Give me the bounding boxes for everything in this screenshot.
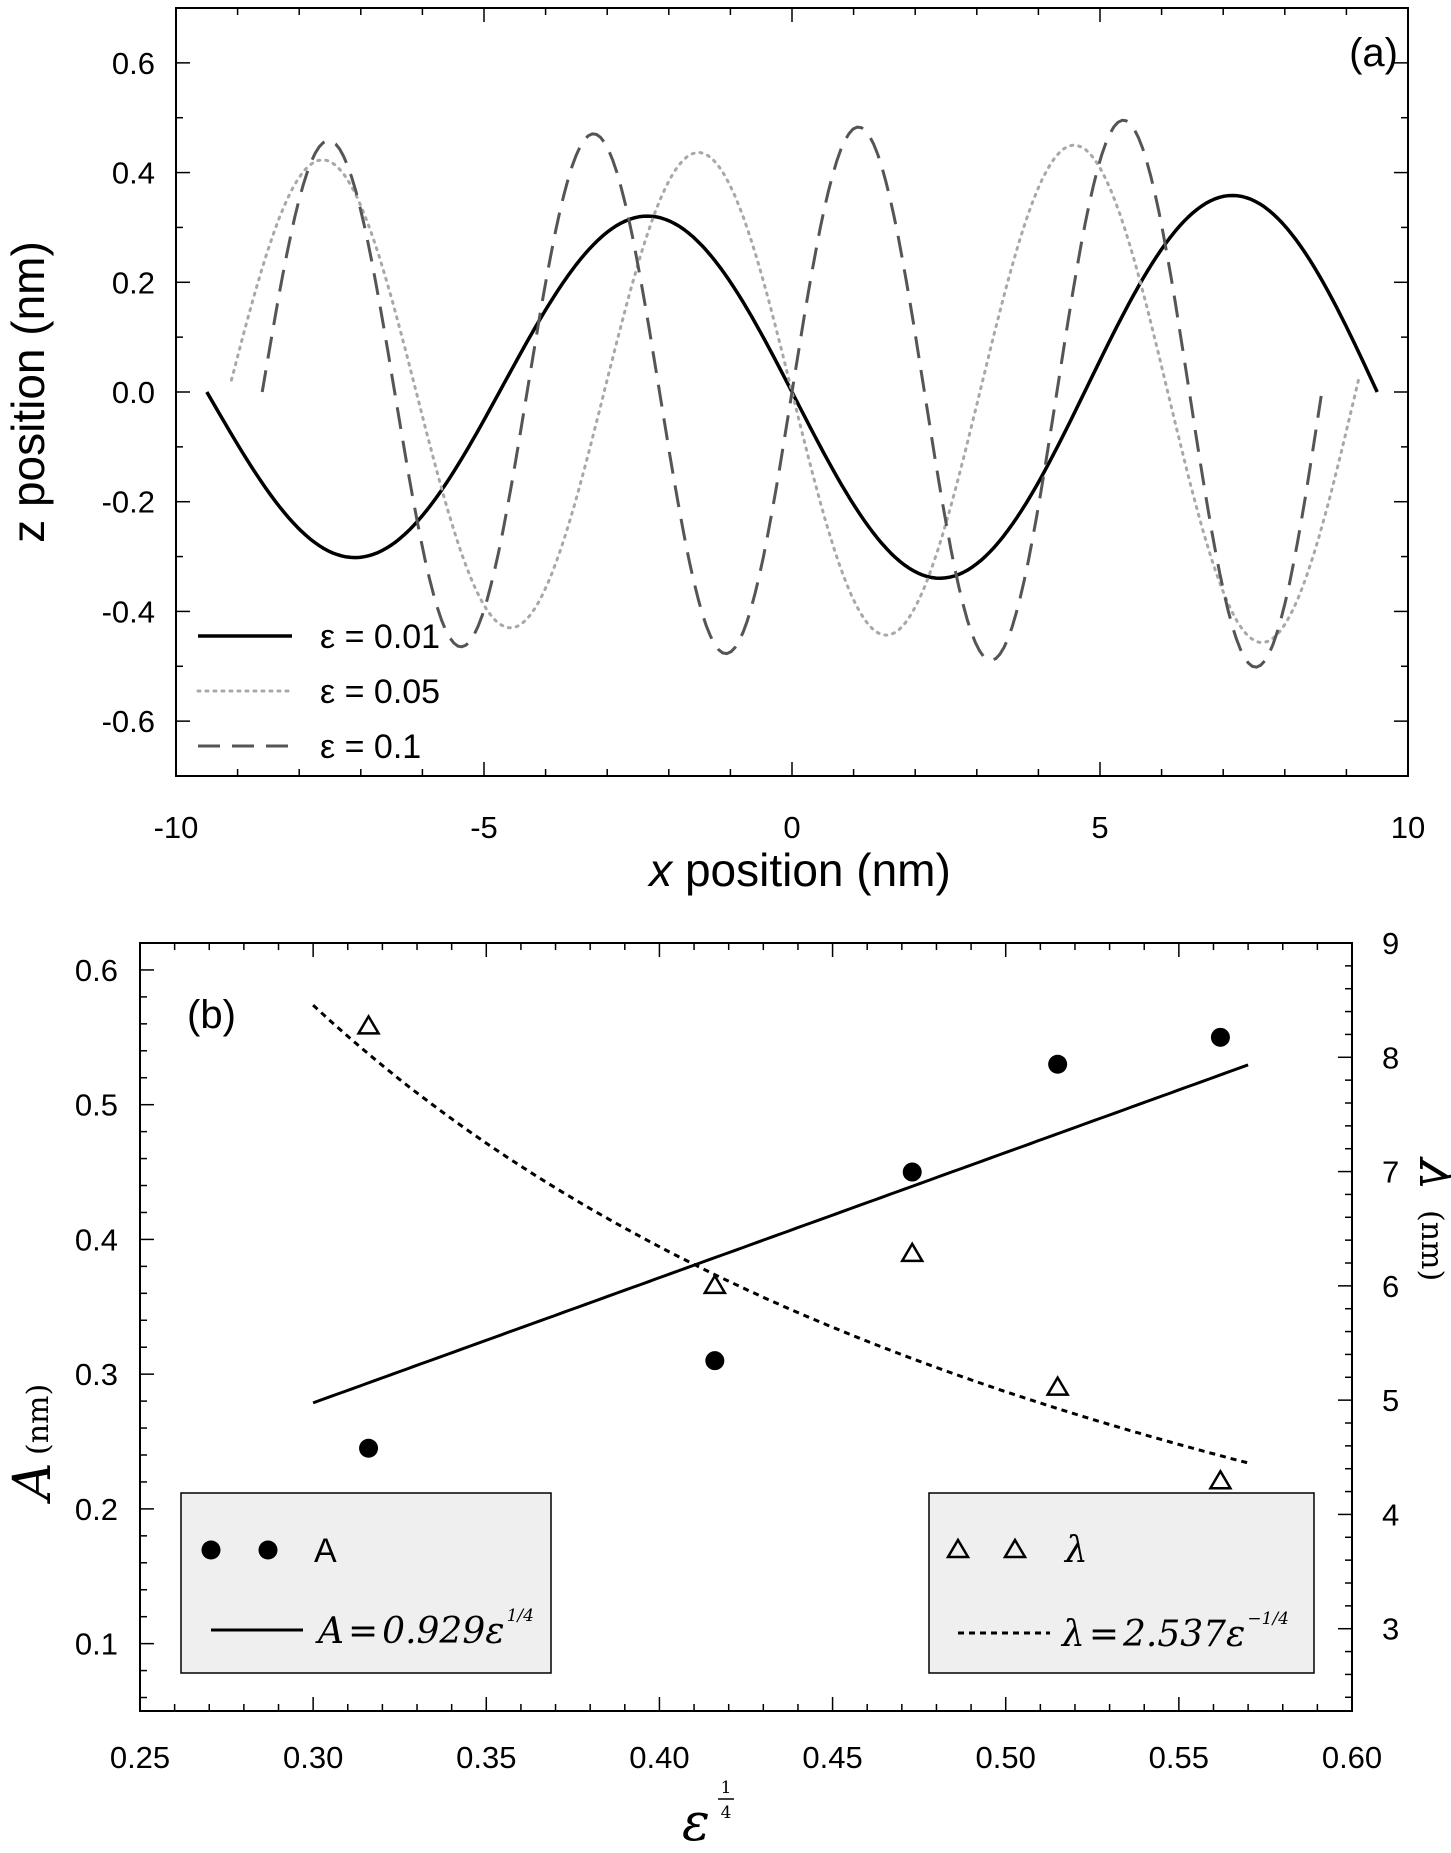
y-right-variable: λ — [1407, 1156, 1451, 1191]
b-y-right-tick-label: 5 — [1382, 1383, 1399, 1418]
b-x-tick-label: 0.55 — [1149, 1740, 1209, 1775]
b-y-right-tick-label: 6 — [1382, 1269, 1399, 1304]
point-lambda — [356, 1013, 381, 1035]
point-a — [359, 1438, 379, 1458]
a-x-tick-label: -10 — [154, 810, 199, 845]
y-right-unit: (nm) — [1414, 1210, 1449, 1281]
fit-line-lambda — [312, 1003, 1249, 1465]
point-lambda — [900, 1241, 925, 1263]
panel-b-legend-left: A A = 0.929ε 1/4 — [180, 1492, 552, 1674]
panel-a-x-axis-title: x position (nm) — [647, 844, 951, 896]
b-y-right-tick-label: 3 — [1382, 1612, 1399, 1647]
a-x-tick-label: 5 — [1091, 810, 1108, 845]
b-y-right-tick-label: 8 — [1382, 1040, 1399, 1075]
a-fit-rhs: 0.929ε — [382, 1611, 504, 1652]
point-a — [705, 1351, 725, 1371]
legend-marker-circle-2 — [258, 1540, 278, 1560]
panel-a-curves — [205, 118, 1379, 669]
x-axis-variable: x — [647, 844, 674, 896]
point-a — [902, 1162, 922, 1182]
legend-label-a: A — [314, 1532, 337, 1570]
b-x-tick-label: 0.45 — [802, 1740, 862, 1775]
panel-a-ticks — [175, 7, 1409, 777]
b-x-tick-label: 0.60 — [1322, 1740, 1382, 1775]
lambda-fit-rhs: 2.537ε — [1122, 1614, 1245, 1655]
b-x-tick-label: 0.30 — [283, 1740, 343, 1775]
svg-text:1: 1 — [721, 1778, 732, 1798]
b-y-left-tick-label: 0.3 — [75, 1357, 118, 1392]
point-a — [1210, 1027, 1230, 1047]
a-y-tick-label: 0.2 — [112, 265, 155, 300]
lambda-fit-lhs: λ — [1060, 1614, 1085, 1655]
panel-b-curves — [312, 1003, 1249, 1465]
panel-a-legend: ε = 0.01 ε = 0.05 ε = 0.1 — [196, 618, 440, 766]
legend-marker-circle-1 — [201, 1540, 221, 1560]
legend-label-lambda-fit: λ = 2.537ε −1/4 — [1060, 1609, 1289, 1655]
b-y-left-tick-label: 0.6 — [75, 953, 118, 988]
panel-a-label: (a) — [1349, 31, 1398, 75]
panel-b-ticks — [139, 942, 1353, 1711]
a-x-tick-label: 10 — [1391, 810, 1425, 845]
b-y-left-tick-label: 0.4 — [75, 1222, 118, 1257]
legend-label-eps-01: ε = 0.1 — [320, 728, 421, 766]
panel-b-x-axis-title: ε 1 4 — [682, 1778, 734, 1853]
b-y-right-tick-label: 7 — [1382, 1155, 1399, 1190]
panel-b-frame — [139, 942, 1353, 1712]
legend-left-box — [180, 1492, 552, 1674]
y-left-variable: A — [3, 1462, 63, 1504]
point-lambda — [1045, 1375, 1070, 1396]
svg-text:4: 4 — [721, 1803, 732, 1823]
panel-a: -10 -5 0 5 10 -0.6 -0.4 -0.2 0.0 0.2 0.4 0.6 (a) ε … — [2, 7, 1426, 896]
panel-b-legend-right: λ λ = 2.537ε −1/4 — [928, 1492, 1315, 1674]
b-y-left-tick-label: 0.1 — [75, 1627, 118, 1662]
b-x-tick-label: 0.40 — [629, 1740, 689, 1775]
a-x-tick-label: -5 — [470, 810, 498, 845]
b-y-left-tick-label: 0.5 — [75, 1088, 118, 1123]
a-y-tick-label: 0.6 — [112, 46, 155, 81]
panel-b-y-right-title: λ (nm) — [1407, 1156, 1451, 1281]
a-x-tick-label: 0 — [783, 810, 800, 845]
legend-right-box — [928, 1492, 1315, 1674]
legend-marker-triangle-1 — [945, 1537, 971, 1559]
a-fit-exponent: 1/4 — [507, 1606, 534, 1626]
panel-b-tick-labels: 0.25 0.30 0.35 0.40 0.45 0.50 0.55 0.600.10.20.… — [75, 926, 1399, 1775]
panel-b: 0.25 0.30 0.35 0.40 0.45 0.50 0.55 0.600.10.20.… — [3, 926, 1451, 1853]
legend-label-a-fit: A = 0.929ε 1/4 — [315, 1606, 534, 1652]
a-y-tick-label: -0.4 — [102, 594, 155, 629]
legend-label-eps-001: ε = 0.01 — [320, 618, 440, 656]
y-left-unit: (nm) — [21, 1384, 56, 1455]
legend-label-eps-005: ε = 0.05 — [320, 673, 440, 711]
b-x-tick-label: 0.35 — [456, 1740, 516, 1775]
a-y-tick-label: 0.4 — [112, 156, 155, 191]
x-axis-rest: position (nm) — [672, 844, 951, 896]
b-x-tick-label: 0.50 — [976, 1740, 1036, 1775]
lambda-fit-exponent: −1/4 — [1247, 1609, 1289, 1629]
panel-b-label: (b) — [187, 993, 236, 1037]
panel-a-y-axis-title: z position (nm) — [2, 241, 54, 543]
curve-series-1 — [229, 143, 1361, 644]
point-lambda — [1208, 1468, 1233, 1490]
b-x-tick-label: 0.25 — [110, 1740, 170, 1775]
a-y-tick-label: 0.0 — [112, 375, 155, 410]
b-y-left-tick-label: 0.2 — [75, 1492, 118, 1527]
legend-label-lambda: λ — [1063, 1530, 1088, 1571]
point-a — [1048, 1054, 1068, 1074]
panel-a-tick-labels: -10 -5 0 5 10 -0.6 -0.4 -0.2 0.0 0.2 0.4 0.6 — [102, 46, 1426, 845]
a-y-tick-label: -0.6 — [102, 704, 155, 739]
curve-series-2 — [260, 118, 1324, 669]
panel-b-y-left-title: A (nm) — [3, 1384, 63, 1504]
x-axis-epsilon: ε — [682, 1793, 710, 1853]
b-y-right-tick-label: 9 — [1382, 926, 1399, 961]
fit-line-a — [312, 1063, 1249, 1405]
a-y-tick-label: -0.2 — [102, 485, 155, 520]
b-y-right-tick-label: 4 — [1382, 1497, 1399, 1532]
a-fit-lhs: A — [315, 1611, 344, 1652]
legend-marker-triangle-2 — [1002, 1537, 1028, 1559]
point-lambda — [702, 1273, 728, 1295]
panel-b-points — [356, 1013, 1233, 1490]
